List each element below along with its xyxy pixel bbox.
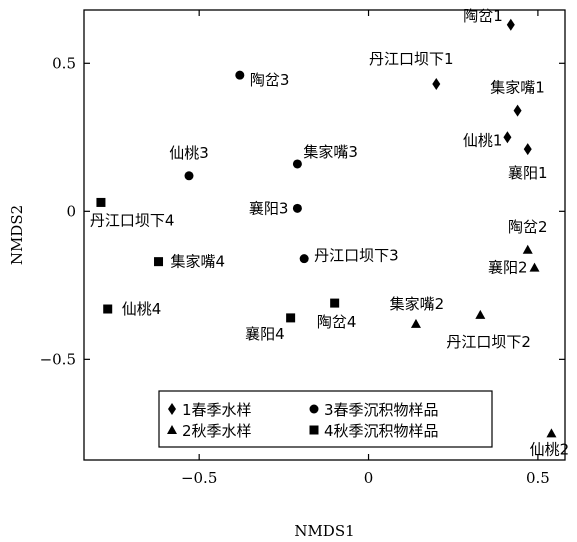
point-label: 丹江口坝下1 — [369, 50, 454, 68]
y-tick-label: 0.5 — [52, 54, 76, 72]
data-point-circle — [293, 204, 302, 213]
data-point-square — [103, 305, 112, 314]
data-point-circle — [235, 71, 244, 80]
point-label: 集家嘴4 — [171, 253, 226, 271]
data-point-triangle — [530, 263, 540, 272]
data-point-circle — [300, 254, 309, 263]
data-point-square — [330, 299, 339, 308]
point-label: 集家嘴2 — [390, 295, 445, 313]
point-label: 集家嘴1 — [490, 79, 545, 97]
point-label: 襄阳4 — [245, 325, 285, 343]
data-point-diamond — [507, 19, 515, 31]
data-point-square — [154, 257, 163, 266]
legend-label: 3春季沉积物样品 — [324, 401, 439, 419]
data-point-square — [96, 198, 105, 207]
data-point-triangle — [546, 428, 556, 437]
point-label: 陶岔3 — [250, 71, 290, 89]
point-label: 仙桃2 — [530, 440, 570, 458]
data-point-diamond — [503, 131, 511, 143]
legend-label: 1春季水样 — [182, 401, 252, 419]
point-label: 丹江口坝下2 — [446, 333, 531, 351]
data-point-circle — [293, 159, 302, 168]
legend: 1春季水样 3春季沉积物样品 2秋季水样 4秋季沉积物样品 — [159, 391, 492, 447]
x-tick-label: 0 — [364, 469, 374, 487]
y-tick-label: −0.5 — [40, 350, 76, 368]
point-label: 襄阳1 — [508, 164, 548, 182]
data-point-triangle — [475, 310, 485, 319]
x-tick-label: 0.5 — [526, 469, 550, 487]
point-label: 仙桃4 — [122, 300, 162, 318]
data-point-diamond — [524, 143, 532, 155]
data-point-diamond — [514, 105, 522, 117]
point-label: 陶岔1 — [463, 7, 503, 25]
point-label: 陶岔2 — [508, 218, 548, 236]
point-label: 丹江口坝下4 — [90, 211, 175, 229]
y-tick-label: 0 — [66, 202, 76, 220]
point-label: 襄阳2 — [488, 259, 528, 277]
y-axis-title: NMDS2 — [8, 205, 26, 265]
x-tick-label: −0.5 — [181, 469, 217, 487]
legend-marker-square — [310, 426, 319, 435]
point-label: 丹江口坝下3 — [314, 247, 399, 265]
point-label: 集家嘴3 — [303, 143, 358, 161]
data-point-circle — [185, 171, 194, 180]
data-point-triangle — [411, 319, 421, 328]
data-point-triangle — [523, 245, 533, 254]
data-point-diamond — [432, 78, 440, 90]
point-label: 仙桃1 — [463, 131, 503, 149]
legend-label: 2秋季水样 — [182, 422, 252, 440]
x-axis-title: NMDS1 — [294, 522, 354, 540]
point-label: 襄阳3 — [249, 199, 289, 217]
data-point-square — [286, 313, 295, 322]
legend-label: 4秋季沉积物样品 — [324, 422, 439, 440]
legend-marker-circle — [310, 405, 319, 414]
axes: −0.5 0 0.5 0.5 0 −0.5 NMDS1 NMDS2 — [8, 10, 565, 540]
point-label: 仙桃3 — [169, 144, 209, 162]
point-label: 陶岔4 — [317, 313, 357, 331]
